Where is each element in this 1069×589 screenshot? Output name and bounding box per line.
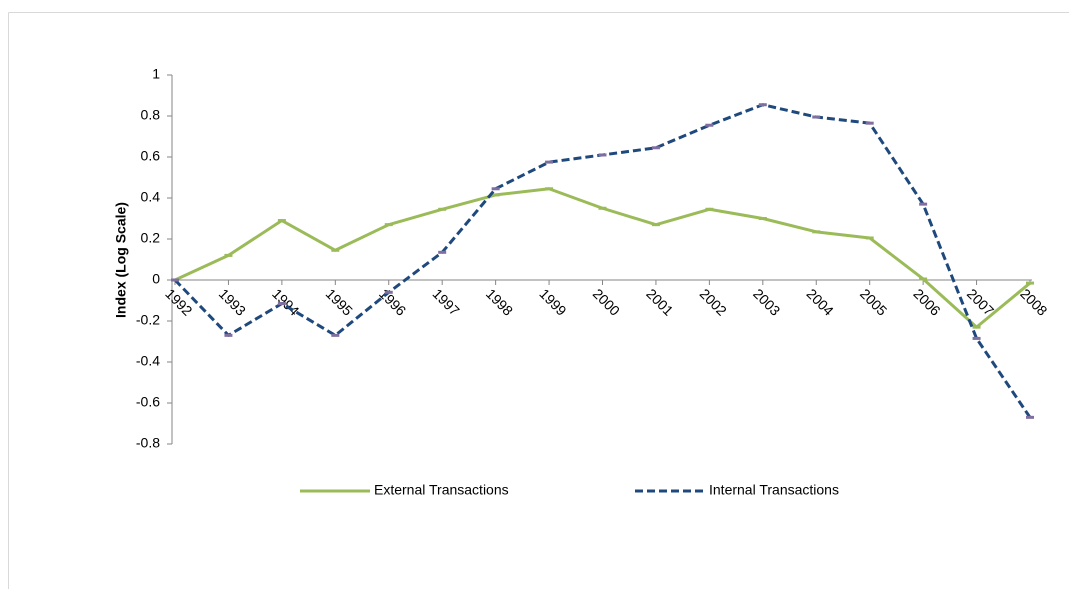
x-tick-label: 1995 [323,285,356,318]
x-tick-label: 2006 [910,285,943,318]
legend-label: Internal Transactions [709,482,839,498]
x-tick-label: 2002 [697,285,730,318]
x-tick-label: 2000 [590,285,623,318]
x-tick-label: 1998 [483,285,516,318]
x-tick-label: 2005 [857,285,890,318]
x-tick-label: 1996 [376,285,409,318]
y-tick-label: 0 [152,271,160,287]
y-tick-label: -0.6 [136,394,160,410]
x-tick-label: 2001 [643,285,676,318]
y-tick-label: -0.2 [136,312,160,328]
y-tick-label: -0.4 [136,353,160,369]
x-tick-label: 1997 [429,285,462,318]
x-tick-label: 2003 [750,285,783,318]
y-tick-label: 0.2 [141,230,161,246]
x-tick-label: 2004 [804,285,837,318]
x-tick-label: 1993 [216,285,249,318]
x-tick-label: 1999 [536,285,569,318]
y-tick-label: 0.4 [141,189,161,205]
y-axis-label: Index (Log Scale) [113,202,129,318]
x-tick-label: 1992 [162,285,195,318]
y-tick-label: 0.8 [141,107,161,123]
y-tick-label: 1 [152,66,160,82]
y-tick-label: 0.6 [141,148,161,164]
legend-label: External Transactions [374,482,509,498]
y-tick-label: -0.8 [136,435,160,451]
